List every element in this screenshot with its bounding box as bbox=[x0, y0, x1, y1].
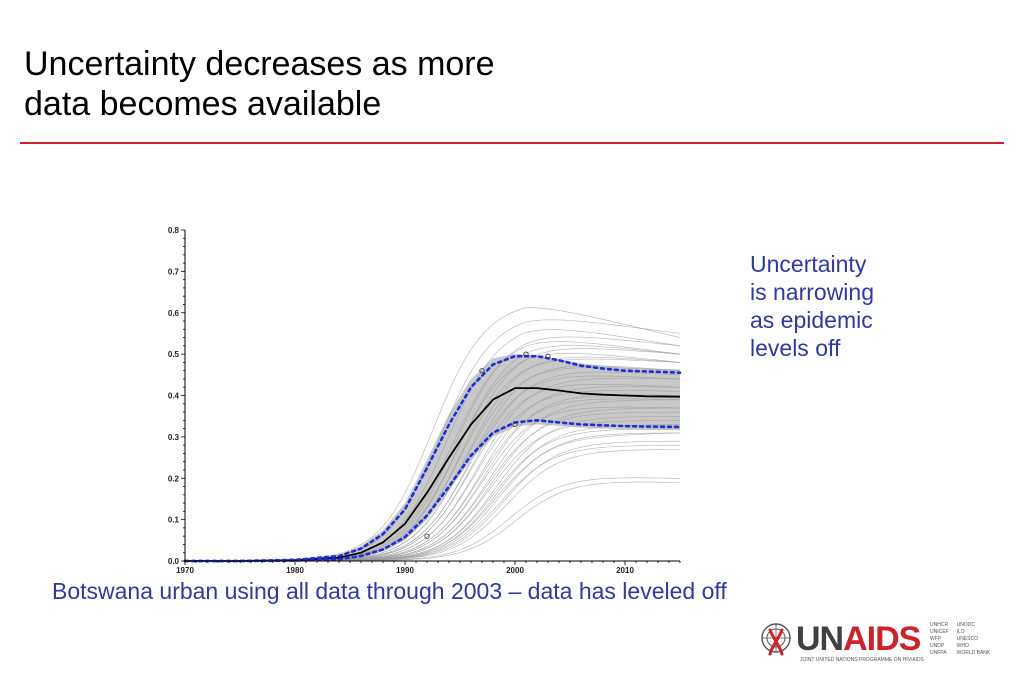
cosponsor-name: WHO bbox=[956, 643, 969, 649]
fit-curve bbox=[185, 319, 681, 562]
logo-un: UN bbox=[796, 620, 844, 658]
observation-point bbox=[512, 421, 518, 428]
cosponsor-name: UNFPA bbox=[930, 650, 947, 656]
y-tick-label: 0.6 bbox=[168, 309, 180, 318]
fit-curves bbox=[185, 307, 681, 562]
observation-point bbox=[523, 351, 529, 357]
title-divider bbox=[20, 142, 1004, 144]
unaids-logo: UNAIDS JOINT UNITED NATIONS PROGRAMME ON… bbox=[758, 618, 1008, 668]
x-axis-ticks: 1970 1980 1990 2000 2010 bbox=[176, 561, 681, 575]
y-tick-label: 0.0 bbox=[168, 557, 180, 566]
y-axis-ticks: 0.0 0.1 0.2 0.3 0.4 0.5 0.6 0.7 0.8 bbox=[168, 226, 185, 566]
cosponsor-name: UNDP bbox=[930, 643, 945, 649]
title-line-1: Uncertainty decreases as more bbox=[24, 45, 495, 83]
y-tick-label: 0.7 bbox=[168, 267, 180, 276]
x-tick-label: 2000 bbox=[506, 566, 524, 575]
cosponsor-name: UNESCO bbox=[956, 636, 979, 642]
y-tick-label: 0.5 bbox=[168, 350, 180, 359]
note-line-3: as epidemic bbox=[750, 307, 873, 333]
y-tick-label: 0.3 bbox=[168, 433, 180, 442]
cosponsor-column-right: UNODC ILO UNESCO WHO WORLD BANK bbox=[957, 622, 991, 657]
cosponsor-name: UNODC bbox=[956, 622, 975, 628]
slide-title: Uncertainty decreases as more data becom… bbox=[24, 44, 495, 124]
y-tick-label: 0.4 bbox=[168, 392, 180, 401]
x-tick-label: 1980 bbox=[286, 566, 304, 575]
y-tick-label: 0.2 bbox=[168, 474, 180, 483]
cosponsor-name: ILO bbox=[956, 629, 965, 635]
bound-line bbox=[183, 418, 682, 563]
logo-aids: AIDS bbox=[843, 620, 921, 658]
un-emblem-icon bbox=[761, 623, 791, 656]
observation-point bbox=[479, 368, 485, 374]
chart-caption: Botswana urban using all data through 20… bbox=[52, 578, 727, 604]
cosponsor-name: UNICEF bbox=[930, 629, 949, 635]
prevalence-chart: 0.0 0.1 0.2 0.3 0.4 0.5 0.6 0.7 0.8 1970 1980 1990… bbox=[168, 226, 682, 575]
note-line-1: Uncertainty bbox=[750, 251, 867, 277]
observation-point bbox=[545, 353, 551, 359]
observation-point bbox=[424, 533, 430, 539]
y-tick-label: 0.8 bbox=[168, 226, 180, 235]
uncertainty-note: Uncertainty is narrowing as epidemic lev… bbox=[750, 250, 970, 362]
y-tick-label: 0.1 bbox=[168, 516, 180, 525]
title-line-2: data becomes available bbox=[24, 85, 382, 123]
cosponsor-column-left: UNHCR UNICEF WFP UNDP UNFPA bbox=[930, 622, 949, 657]
cosponsor-name: WFP bbox=[930, 636, 942, 642]
cosponsor-name: UNHCR bbox=[930, 622, 949, 628]
logo-tagline: JOINT UNITED NATIONS PROGRAMME ON HIV/AI… bbox=[800, 657, 924, 663]
series-lines bbox=[183, 354, 682, 563]
median-line bbox=[185, 387, 681, 562]
observation-markers bbox=[424, 351, 551, 539]
logo-cosponsors: UNHCR UNICEF WFP UNDP UNFPA UNODC ILO UN… bbox=[930, 622, 990, 657]
note-line-4: levels off bbox=[750, 335, 841, 361]
logo-wordmark: UNAIDS bbox=[796, 620, 921, 659]
cosponsor-name: WORLD BANK bbox=[956, 650, 991, 656]
x-tick-label: 1970 bbox=[176, 566, 194, 575]
note-line-2: is narrowing bbox=[750, 279, 874, 305]
bound-line bbox=[183, 354, 682, 563]
x-tick-label: 2010 bbox=[616, 566, 634, 575]
x-tick-label: 1990 bbox=[396, 566, 414, 575]
